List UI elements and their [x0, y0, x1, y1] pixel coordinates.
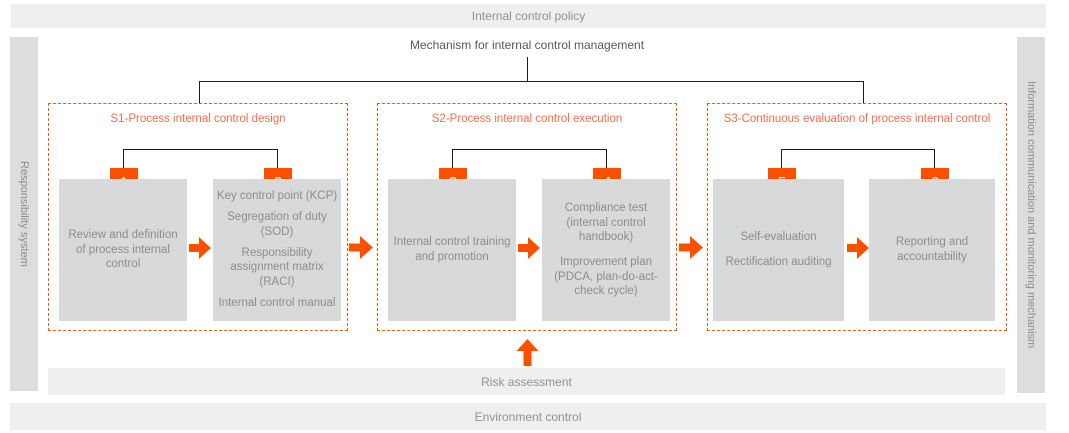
mechanism-connector-hline [199, 81, 864, 82]
internal-control-policy-label: Internal control policy [471, 9, 586, 23]
arrow-right-icon [679, 235, 703, 260]
arrow-right-icon [189, 236, 211, 260]
step-4-box: Compliance test (internal control handbo… [542, 179, 670, 321]
section-s2-panel: S2-Process internal control execution 3 … [377, 103, 677, 331]
step-1-box: Review and definition of process interna… [59, 179, 187, 321]
environment-control-label: Environment control [474, 409, 582, 424]
s2-bracket-line [452, 149, 607, 150]
internal-control-policy-bar: Internal control policy [11, 4, 1046, 28]
mechanism-label: Mechanism for internal control managemen… [409, 38, 645, 52]
section-s1-title: S1-Process internal control design [110, 113, 286, 125]
s3-bracket-drop-2 [934, 149, 935, 169]
step-5-box: Self-evaluation Rectification auditing [713, 179, 844, 321]
s2-bracket-drop-1 [452, 149, 453, 169]
s3-bracket-line [781, 149, 935, 150]
arrow-right-icon [349, 235, 373, 260]
step-5-text: Rectification auditing [725, 256, 832, 268]
s1-bracket-line [123, 149, 278, 150]
step-2-text: Internal control manual [218, 297, 336, 310]
information-communication-label: Information communication and monitoring… [1025, 81, 1037, 349]
step-2-text: Responsibility assignment matrix (RACI) [230, 246, 324, 289]
step-3-text: Internal control training and promotion [393, 236, 511, 263]
step-2-box: Key control point (KCP) Segregation of d… [213, 179, 341, 321]
s2-bracket-drop-2 [606, 149, 607, 169]
connector-drop-s3 [863, 81, 864, 103]
step-4-text: Improvement plan (PDCA, plan-do-act-chec… [554, 256, 658, 298]
step-4-text: Compliance test (internal control handbo… [564, 201, 648, 244]
step-6-box: Reporting and accountability [869, 179, 995, 321]
section-s3-panel: S3-Continuous evaluation of process inte… [707, 103, 1007, 331]
step-2-text: Segregation of duty (SOD) [227, 211, 327, 238]
risk-assessment-label: Risk assessment [481, 374, 572, 389]
risk-assessment-bar: Risk assessment [48, 368, 1005, 395]
step-3-box: Internal control training and promotion [388, 179, 516, 321]
arrow-right-icon [518, 236, 540, 260]
s1-bracket-drop-2 [277, 149, 278, 169]
environment-control-bar: Environment control [10, 403, 1046, 430]
information-communication-bar: Information communication and monitoring… [1017, 37, 1045, 393]
arrow-up-icon [516, 339, 539, 366]
arrow-right-icon [847, 236, 869, 260]
section-s1-panel: S1-Process internal control design 1 2 R… [48, 103, 348, 331]
mechanism-connector-vline [527, 57, 528, 81]
step-1-text: Review and definition of process interna… [68, 228, 178, 271]
section-s2-title: S2-Process internal control execution [431, 113, 623, 125]
responsibility-system-bar: Responsibility system [10, 37, 38, 391]
s3-bracket-drop-1 [781, 149, 782, 169]
step-5-text: Self-evaluation [740, 231, 817, 244]
step-6-text: Reporting and accountability [895, 236, 969, 263]
responsibility-system-label: Responsibility system [18, 161, 30, 267]
step-2-text: Key control point (KCP) [216, 190, 338, 203]
section-s3-title: S3-Continuous evaluation of process inte… [723, 113, 991, 125]
connector-drop-s1 [199, 81, 200, 103]
s1-bracket-drop-1 [123, 149, 124, 169]
